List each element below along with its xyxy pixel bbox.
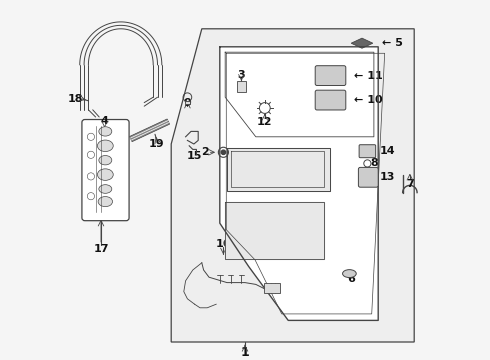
Polygon shape [227, 148, 330, 191]
Polygon shape [130, 119, 170, 142]
Text: ← 10: ← 10 [354, 95, 383, 105]
Bar [264, 283, 280, 293]
FancyBboxPatch shape [315, 66, 346, 85]
Bar [185, 101, 190, 104]
Text: 18: 18 [68, 94, 84, 104]
Bar [237, 81, 245, 92]
Ellipse shape [98, 169, 113, 180]
Ellipse shape [99, 156, 112, 165]
Text: 9: 9 [183, 98, 191, 108]
Polygon shape [171, 29, 414, 342]
Text: 3: 3 [238, 69, 245, 80]
Text: 12: 12 [257, 117, 272, 127]
FancyBboxPatch shape [82, 120, 129, 221]
Ellipse shape [98, 197, 113, 207]
Text: 2: 2 [201, 147, 209, 157]
Polygon shape [351, 38, 373, 48]
FancyBboxPatch shape [358, 167, 378, 187]
Text: 16: 16 [216, 239, 231, 249]
Text: 6: 6 [347, 274, 355, 284]
Ellipse shape [343, 270, 356, 278]
Text: ← 5: ← 5 [382, 38, 403, 48]
Text: 7: 7 [406, 179, 414, 189]
Ellipse shape [99, 127, 112, 136]
Text: 19: 19 [149, 139, 165, 149]
Circle shape [221, 150, 225, 154]
Text: 13: 13 [379, 172, 394, 183]
Text: 8: 8 [370, 158, 378, 168]
Polygon shape [220, 47, 378, 320]
Polygon shape [225, 202, 324, 259]
Ellipse shape [98, 140, 113, 152]
FancyBboxPatch shape [315, 90, 346, 110]
Ellipse shape [99, 185, 112, 193]
FancyBboxPatch shape [359, 145, 376, 158]
Text: 4: 4 [100, 116, 109, 126]
Text: 14: 14 [379, 146, 395, 156]
Text: 1: 1 [241, 346, 249, 359]
Text: ← 11: ← 11 [354, 71, 383, 81]
Text: 17: 17 [93, 244, 109, 254]
Text: 15: 15 [186, 150, 201, 161]
